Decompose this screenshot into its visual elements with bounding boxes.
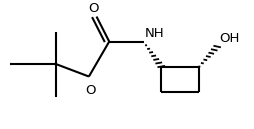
Text: O: O [88, 2, 99, 15]
Text: OH: OH [220, 32, 240, 45]
Text: NH: NH [145, 27, 164, 40]
Text: O: O [85, 84, 96, 97]
